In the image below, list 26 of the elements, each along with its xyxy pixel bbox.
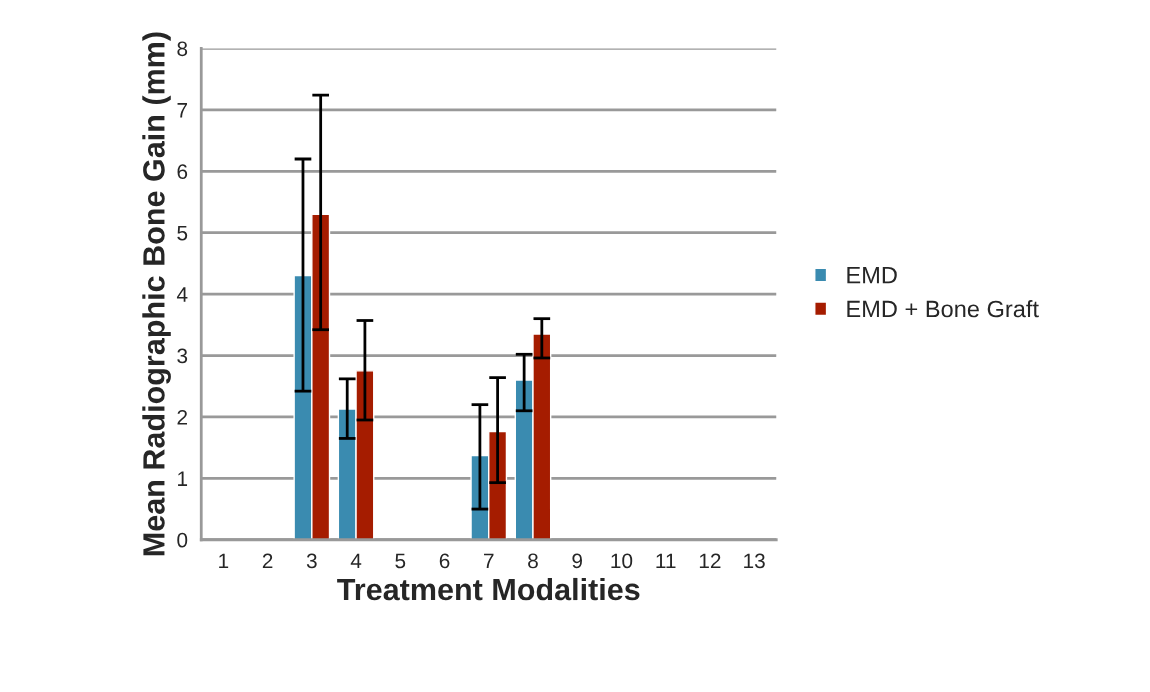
legend-label: EMD + Bone Graft: [847, 300, 1039, 318]
x-tick-label: 1: [219, 553, 229, 569]
y-tick-label: 4: [176, 287, 188, 302]
x-tick-label: 10: [611, 553, 633, 569]
y-tick-label: 2: [177, 409, 188, 425]
x-tick-label: 7: [484, 553, 494, 569]
x-tick-label: 11: [656, 553, 676, 569]
x-tick-label: 12: [699, 553, 721, 569]
x-tick-label: 5: [395, 553, 406, 569]
y-axis-title: Mean Radiographic Bone Gain (mm): [142, 32, 171, 556]
x-tick-label: 6: [439, 553, 450, 569]
y-tick-label: 7: [177, 103, 188, 118]
x-tick-label: 2: [262, 553, 273, 569]
y-tick-label: 6: [177, 164, 188, 180]
y-tick-label: 1: [178, 471, 188, 486]
y-tick-label: 5: [177, 225, 188, 241]
x-tick-label: 9: [572, 553, 583, 569]
x-tick-label: 3: [306, 553, 317, 569]
y-tick-label: 3: [177, 348, 188, 364]
x-axis-title: Treatment Modalities: [337, 577, 640, 601]
y-tick-label: 0: [177, 532, 188, 548]
x-tick-label: 4: [350, 553, 362, 569]
x-tick-label: 13: [744, 553, 765, 569]
legend-label: EMD: [847, 267, 897, 284]
x-tick-label: 8: [528, 553, 538, 569]
y-tick-label: 8: [177, 41, 188, 57]
